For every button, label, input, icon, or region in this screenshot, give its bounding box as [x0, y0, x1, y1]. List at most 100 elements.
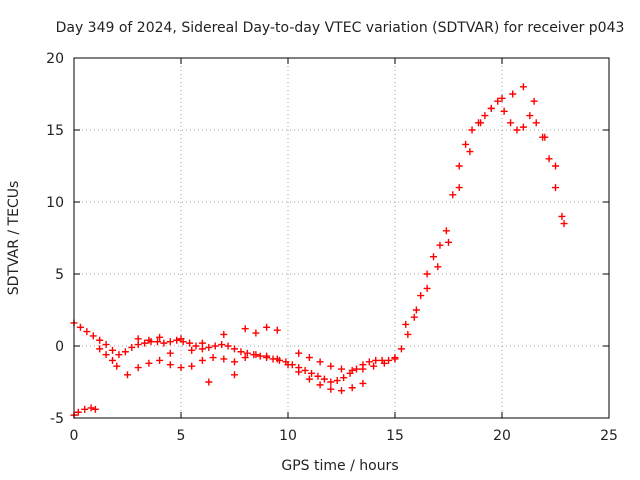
data-point: [109, 356, 117, 364]
data-point: [241, 354, 249, 362]
data-point: [273, 355, 281, 363]
data-point: [188, 362, 196, 370]
data-point: [305, 375, 313, 383]
data-point: [552, 184, 559, 192]
data-point: [198, 339, 206, 347]
data-point: [220, 355, 228, 363]
data-point: [466, 148, 474, 156]
data-point: [327, 385, 335, 393]
data-point: [519, 83, 527, 91]
data-point: [252, 351, 260, 359]
data-point: [530, 97, 538, 105]
series-early-band: [70, 345, 121, 419]
data-point: [166, 361, 174, 369]
data-point: [545, 155, 553, 163]
series-upper-trace: [295, 83, 568, 374]
data-point: [102, 351, 110, 359]
x-tick-label: 0: [70, 428, 79, 444]
data-point: [314, 372, 322, 380]
x-tick-label: 25: [600, 428, 618, 444]
data-point: [211, 342, 219, 350]
data-point: [509, 90, 517, 98]
y-tick-label: -5: [50, 411, 64, 427]
data-point: [423, 284, 431, 292]
data-point: [89, 332, 97, 340]
data-point: [186, 339, 194, 347]
chart-title: Day 349 of 2024, Sidereal Day-to-day VTE…: [56, 20, 625, 36]
data-point: [552, 162, 559, 170]
data-point: [205, 343, 213, 351]
data-point: [316, 358, 324, 366]
data-point: [177, 364, 185, 372]
data-point: [295, 349, 303, 357]
data-point: [372, 356, 380, 364]
data-point: [145, 336, 153, 344]
data-point: [166, 349, 174, 357]
data-point: [333, 377, 341, 385]
data-point: [338, 365, 345, 373]
data-point: [417, 292, 425, 300]
data-point: [192, 342, 200, 350]
data-point: [160, 339, 168, 347]
series-mid-band: [134, 323, 281, 386]
data-point: [560, 220, 568, 228]
data-point: [462, 140, 470, 148]
data-point: [442, 227, 450, 235]
series-lower-trace: [124, 351, 367, 395]
y-tick-label: 20: [46, 51, 64, 67]
data-point: [500, 107, 508, 115]
data-point: [532, 119, 540, 127]
data-point: [445, 238, 452, 246]
data-point: [301, 366, 309, 374]
data-point: [134, 335, 142, 343]
data-point: [83, 328, 91, 336]
data-point: [128, 343, 136, 351]
data-point: [338, 387, 345, 395]
data-point: [87, 404, 95, 412]
data-point: [156, 356, 164, 364]
data-point: [231, 371, 238, 379]
data-point: [173, 336, 181, 344]
data-point: [436, 241, 444, 249]
data-point: [305, 354, 313, 362]
data-point: [102, 341, 110, 349]
y-tick-label: 10: [46, 195, 64, 211]
data-point: [412, 306, 420, 314]
data-point: [81, 405, 89, 413]
x-tick-label: 5: [177, 428, 186, 444]
data-point: [526, 112, 534, 120]
data-point: [348, 366, 356, 374]
data-point: [241, 325, 249, 333]
data-point: [316, 381, 324, 389]
data-point: [237, 348, 245, 356]
data-point: [410, 313, 418, 321]
data-point: [124, 371, 131, 379]
data-point: [263, 323, 271, 331]
data-point: [397, 345, 405, 353]
x-tick-label: 20: [493, 428, 511, 444]
data-point: [153, 338, 161, 346]
data-point: [558, 212, 566, 220]
data-point: [385, 356, 393, 364]
data-point: [449, 191, 457, 199]
data-point: [205, 378, 213, 386]
data-point: [434, 263, 442, 271]
data-point: [224, 342, 232, 350]
y-tick-label: 5: [55, 267, 64, 283]
data-point: [295, 368, 303, 376]
data-point: [320, 375, 328, 383]
x-tick-label: 10: [279, 428, 297, 444]
data-point: [188, 346, 196, 354]
data-point: [487, 104, 495, 112]
data-point: [284, 361, 292, 369]
data-point: [141, 339, 149, 347]
data-point: [359, 365, 367, 373]
data-point: [513, 126, 521, 134]
data-point: [109, 346, 117, 354]
data-point: [359, 379, 367, 387]
data-point: [115, 351, 123, 359]
data-point: [156, 333, 164, 341]
data-point: [96, 336, 104, 344]
data-point: [430, 253, 438, 261]
points-layer: [70, 83, 568, 419]
